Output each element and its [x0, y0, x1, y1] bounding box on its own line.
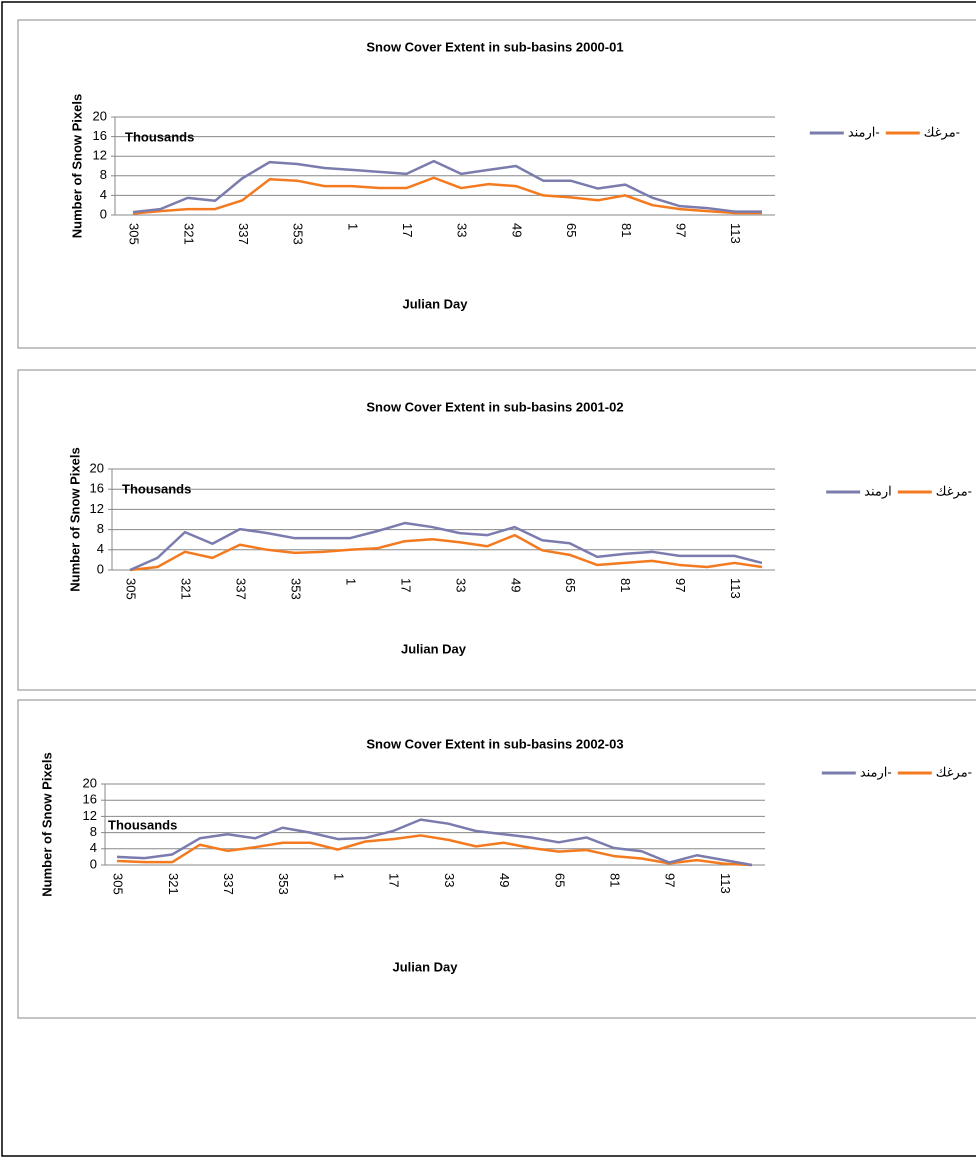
- x-tick-label: 81: [619, 223, 634, 237]
- chart-frame: [17, 369, 976, 691]
- y-tick-label: 12: [93, 148, 107, 163]
- y-tick-label: 8: [100, 167, 107, 182]
- x-tick-label: 49: [497, 873, 512, 887]
- x-tick-label: 305: [124, 578, 139, 600]
- x-tick-label: 97: [673, 578, 688, 592]
- x-tick-label: 353: [288, 578, 303, 600]
- chart-frame: [17, 699, 976, 1019]
- y-axis-label: Number of Snow Pixels: [67, 447, 82, 591]
- x-tick-label: 305: [127, 223, 142, 245]
- y-tick-label: 0: [100, 206, 107, 221]
- x-tick-label: 113: [718, 873, 733, 894]
- x-tick-label: 17: [387, 873, 402, 887]
- x-tick-label: 97: [663, 873, 678, 887]
- y-tick-label: 8: [90, 824, 97, 839]
- y-tick-label: 0: [90, 856, 97, 871]
- x-tick-label: 65: [564, 223, 579, 237]
- chart-title: Snow Cover Extent in sub-basins 2001-02: [366, 399, 623, 414]
- x-tick-label: 17: [400, 223, 415, 237]
- series-line: [129, 521, 763, 572]
- x-tick-label: 353: [291, 223, 306, 245]
- legend-label: ارمند: [864, 483, 892, 499]
- legend-label: مرغك-: [924, 124, 960, 140]
- chart-title: Snow Cover Extent in sub-basins 2002-03: [366, 736, 623, 751]
- x-tick-label: 49: [508, 578, 523, 592]
- y-tick-label: 16: [83, 792, 97, 807]
- legend-label: ارمند-: [860, 764, 892, 780]
- x-tick-label: 81: [608, 873, 623, 887]
- y-tick-label: 20: [83, 775, 97, 790]
- chart-frame: [17, 19, 976, 349]
- y-tick-label: 4: [100, 187, 107, 202]
- x-tick-label: 81: [618, 578, 633, 592]
- y-axis-label: Number of Snow Pixels: [39, 752, 54, 896]
- x-tick-label: 97: [674, 223, 689, 237]
- x-tick-label: 305: [111, 873, 126, 895]
- x-tick-label: 1: [343, 578, 358, 585]
- y-tick-label: 8: [97, 521, 104, 536]
- legend-label: مرغك-: [936, 764, 972, 780]
- x-tick-label: 49: [509, 223, 524, 237]
- x-tick-label: 33: [453, 578, 468, 592]
- y-tick-label: 16: [90, 481, 104, 496]
- x-tick-label: 17: [398, 578, 413, 592]
- x-tick-label: 65: [552, 873, 567, 887]
- series-line: [132, 159, 762, 214]
- annotation: Thousands: [125, 129, 194, 144]
- y-tick-label: 20: [90, 460, 104, 475]
- x-axis-label: Julian Day: [392, 959, 458, 974]
- y-tick-label: 12: [90, 501, 104, 516]
- y-tick-label: 12: [83, 808, 97, 823]
- y-tick-label: 4: [90, 840, 97, 855]
- x-tick-label: 33: [455, 223, 470, 237]
- x-tick-label: 321: [166, 873, 181, 895]
- x-tick-label: 353: [276, 873, 291, 895]
- y-tick-label: 0: [97, 561, 104, 576]
- x-tick-label: 33: [442, 873, 457, 887]
- x-axis-label: Julian Day: [402, 296, 468, 311]
- series-line: [132, 176, 762, 215]
- legend-label: ارمند-: [848, 124, 880, 140]
- y-tick-label: 4: [97, 541, 104, 556]
- series-line: [116, 834, 753, 867]
- annotation: Thousands: [122, 481, 191, 496]
- x-tick-label: 113: [728, 223, 743, 244]
- x-tick-label: 337: [236, 223, 251, 245]
- series-line: [129, 533, 763, 572]
- x-axis-label: Julian Day: [401, 641, 467, 656]
- legend-label: مرغك-: [936, 483, 972, 499]
- x-tick-label: 321: [179, 578, 194, 600]
- y-tick-label: 16: [93, 128, 107, 143]
- x-tick-label: 1: [331, 873, 346, 880]
- x-tick-label: 113: [728, 578, 743, 599]
- y-tick-label: 20: [93, 108, 107, 123]
- series-line: [116, 818, 753, 867]
- x-tick-label: 1: [345, 223, 360, 230]
- x-tick-label: 337: [221, 873, 236, 895]
- annotation: Thousands: [108, 817, 177, 832]
- chart-title: Snow Cover Extent in sub-basins 2000-01: [366, 39, 623, 54]
- x-tick-label: 65: [563, 578, 578, 592]
- x-tick-label: 321: [181, 223, 196, 245]
- x-tick-label: 337: [233, 578, 248, 600]
- y-axis-label: Number of Snow Pixels: [69, 94, 84, 238]
